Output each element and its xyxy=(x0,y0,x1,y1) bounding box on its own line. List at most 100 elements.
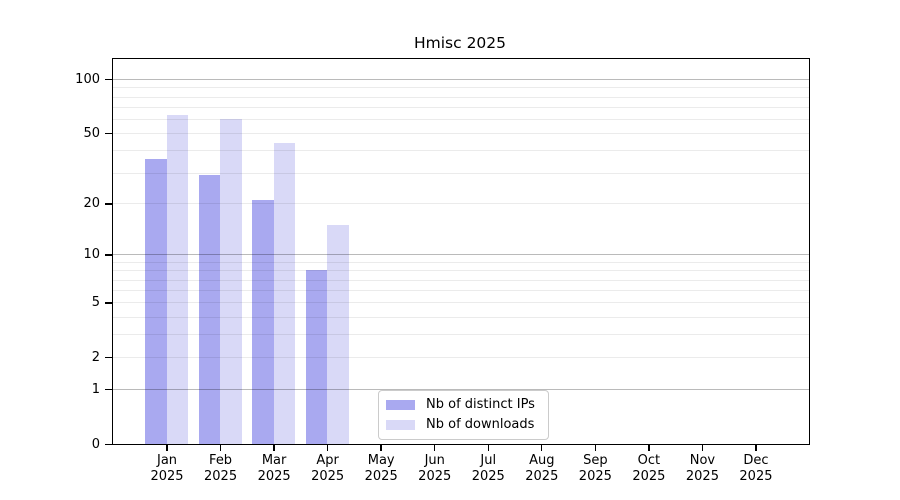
y-tick-label: 100 xyxy=(75,71,100,87)
x-tick-label: Dec 2025 xyxy=(728,453,784,484)
x-tick-label-line: 2025 xyxy=(578,468,612,484)
x-tick xyxy=(273,444,275,451)
x-tick-label-line: Dec xyxy=(743,453,769,468)
x-tick xyxy=(380,444,382,451)
x-tick-label: Mar 2025 xyxy=(246,453,302,484)
legend: Nb of distinct IPs Nb of downloads xyxy=(378,390,549,440)
x-tick xyxy=(541,444,543,451)
x-tick-label-line: 2025 xyxy=(364,468,398,484)
x-tick-label-line: 2025 xyxy=(685,468,719,484)
x-tick xyxy=(755,444,757,451)
gridline-minor xyxy=(113,290,809,292)
x-tick-label-line: Mar xyxy=(261,453,287,468)
x-tick-label: Nov 2025 xyxy=(674,453,730,484)
legend-label-distinct-ips: Nb of distinct IPs xyxy=(426,397,535,412)
x-tick-label-line: Jul xyxy=(480,453,497,468)
y-tick-label: 20 xyxy=(83,195,100,211)
y-tick-label: 2 xyxy=(91,349,100,365)
y-tick xyxy=(105,302,112,304)
gridline-minor xyxy=(113,203,809,205)
gridline-major xyxy=(113,79,809,81)
gridline-minor xyxy=(113,107,809,109)
gridline-minor xyxy=(113,87,809,89)
x-tick xyxy=(434,444,436,451)
x-tick-label: Jan 2025 xyxy=(139,453,195,484)
x-tick-label-line: 2025 xyxy=(632,468,666,484)
gridline-minor xyxy=(113,262,809,263)
legend-item-distinct-ips: Nb of distinct IPs xyxy=(386,397,535,413)
y-tick xyxy=(105,203,112,205)
x-tick-label: Jun 2025 xyxy=(407,453,463,484)
x-tick xyxy=(594,444,597,451)
gridline-minor xyxy=(113,133,809,135)
y-tick-label: 0 xyxy=(91,436,100,452)
bar-distinct-ips xyxy=(305,270,328,444)
y-tick xyxy=(105,443,112,446)
x-tick xyxy=(648,444,650,451)
x-tick-label: Oct 2025 xyxy=(621,453,677,484)
gridline-minor xyxy=(113,302,809,304)
x-tick xyxy=(219,444,222,451)
x-tick-label-line: May xyxy=(367,453,395,468)
y-tick xyxy=(105,356,112,359)
bar-distinct-ips xyxy=(198,175,221,444)
gridline-minor xyxy=(113,357,809,359)
x-tick xyxy=(166,444,168,451)
y-tick xyxy=(105,79,112,81)
x-tick-label-line: Nov xyxy=(689,453,716,468)
gridline-minor xyxy=(113,279,809,281)
gridline-major xyxy=(113,389,809,391)
x-tick-label: Sep 2025 xyxy=(567,453,623,484)
gridline-minor xyxy=(113,316,809,318)
x-tick xyxy=(326,444,329,451)
x-tick-label: May 2025 xyxy=(353,453,409,484)
y-tick xyxy=(105,254,112,256)
gridline-major xyxy=(113,254,809,256)
y-tick-label: 1 xyxy=(91,381,100,397)
x-tick-label-line: 2025 xyxy=(418,468,452,484)
x-tick-label: Feb 2025 xyxy=(193,453,249,484)
bar-distinct-ips xyxy=(145,158,167,444)
legend-swatch-distinct-ips xyxy=(386,400,415,410)
chart-title: Hmisc 2025 xyxy=(413,34,507,52)
legend-label-downloads: Nb of downloads xyxy=(426,417,535,432)
x-tick-label: Jul 2025 xyxy=(460,453,516,484)
plot-area xyxy=(112,58,810,445)
gridline-minor xyxy=(113,119,809,121)
x-tick xyxy=(487,444,489,451)
x-tick-label-line: Jun xyxy=(424,453,445,468)
x-tick-label-line: Apr xyxy=(316,453,339,468)
y-tick-label: 5 xyxy=(91,294,100,310)
gridline-minor xyxy=(113,150,809,152)
x-tick-label-line: 2025 xyxy=(311,468,345,484)
y-tick-label: 10 xyxy=(83,246,100,262)
bar-downloads xyxy=(166,115,189,444)
y-tick xyxy=(105,133,112,135)
y-tick xyxy=(105,389,112,391)
x-tick-label-line: Feb xyxy=(209,453,233,468)
x-tick-label-line: Aug xyxy=(529,453,555,468)
x-tick-label: Apr 2025 xyxy=(300,453,356,484)
x-tick-label-line: Oct xyxy=(637,453,661,468)
legend-item-downloads: Nb of downloads xyxy=(386,417,535,433)
bar-distinct-ips xyxy=(252,199,274,444)
bar-downloads xyxy=(220,119,242,444)
x-tick-label-line: Sep xyxy=(583,453,608,468)
x-tick xyxy=(701,444,704,451)
x-tick-label-line: 2025 xyxy=(257,468,291,484)
x-tick-label: Aug 2025 xyxy=(514,453,570,484)
gridline-minor xyxy=(113,172,809,174)
bar-downloads xyxy=(327,224,349,444)
x-tick-label-line: 2025 xyxy=(739,468,773,484)
y-tick-label: 50 xyxy=(83,125,100,141)
bar-downloads xyxy=(273,143,296,444)
x-tick-label-line: 2025 xyxy=(204,468,238,484)
legend-swatch-downloads xyxy=(386,420,415,430)
x-tick-label-line: Jan xyxy=(157,453,178,468)
gridline-minor xyxy=(113,96,809,98)
x-tick-label-line: 2025 xyxy=(150,468,184,484)
x-tick-label-line: 2025 xyxy=(471,468,505,484)
gridline-minor xyxy=(113,334,809,336)
x-tick-label-line: 2025 xyxy=(525,468,559,484)
